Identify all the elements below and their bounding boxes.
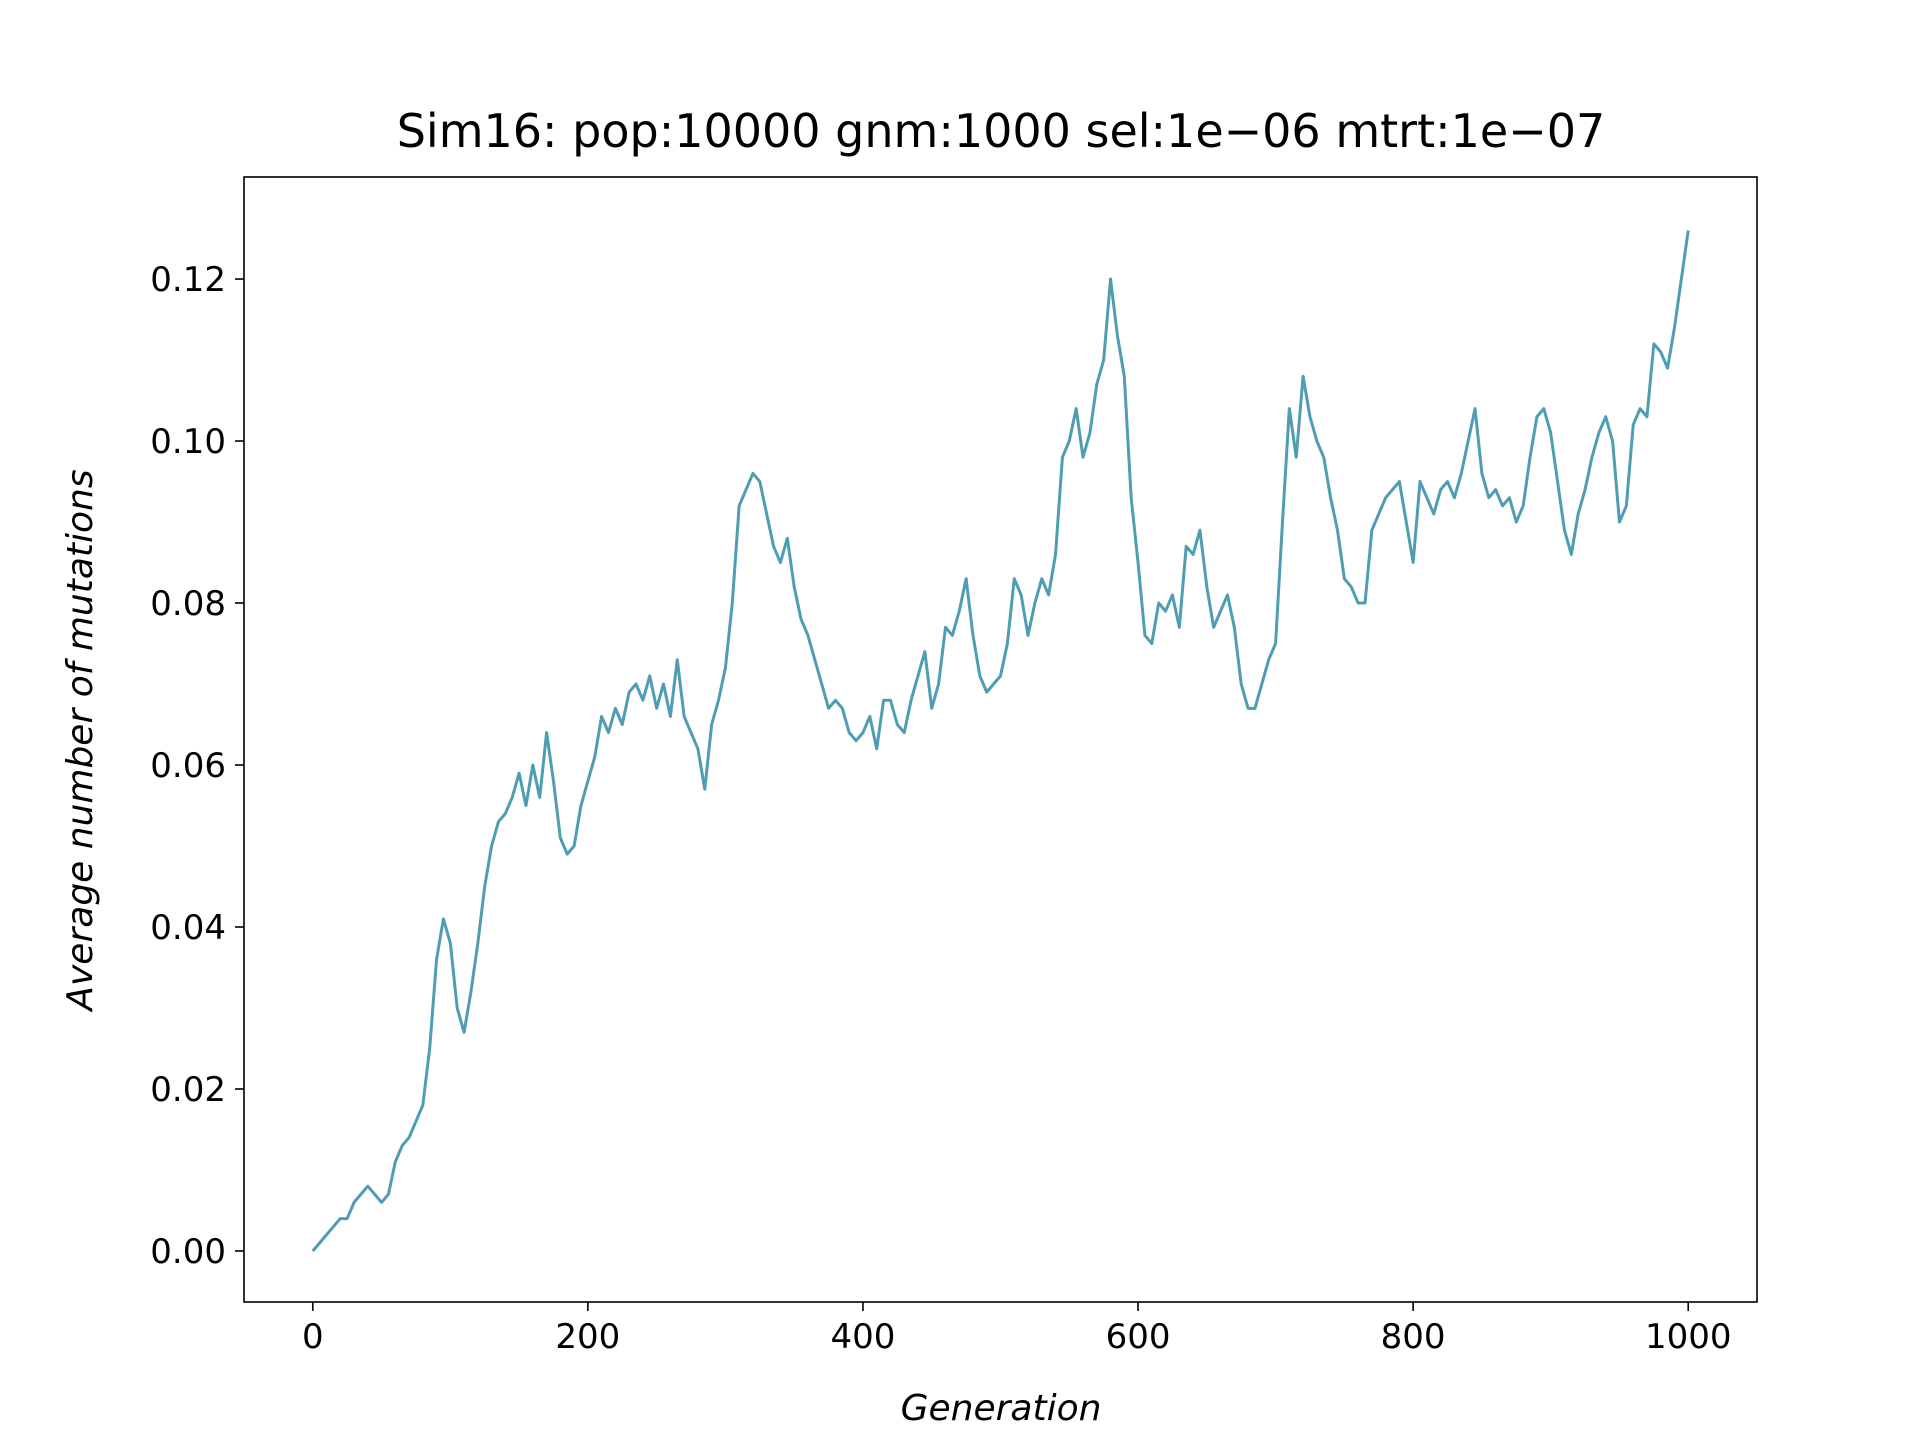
- plot-frame: [243, 176, 1758, 1303]
- y-tick-label: 0.06: [150, 746, 226, 786]
- y-tick-label: 0.00: [150, 1232, 226, 1272]
- x-tick-label: 200: [555, 1317, 620, 1357]
- y-tick-label: 0.02: [150, 1070, 226, 1110]
- y-tick-label: 0.04: [150, 908, 226, 948]
- x-tick-label: 400: [831, 1317, 896, 1357]
- x-tick-label: 600: [1106, 1317, 1171, 1357]
- x-tick-label: 1000: [1645, 1317, 1732, 1357]
- y-tick-label: 0.08: [150, 584, 226, 624]
- x-axis-label: Generation: [901, 1388, 1102, 1429]
- x-tick-label: 0: [302, 1317, 324, 1357]
- data-line: [311, 230, 1690, 1252]
- y-tick-label: 0.12: [150, 260, 226, 300]
- x-tick-label: 800: [1381, 1317, 1446, 1357]
- chart-title: Sim16: pop:10000 gnm:1000 sel:1e−06 mtrt…: [397, 104, 1606, 158]
- y-axis-label: Average number of mutations: [60, 469, 101, 1012]
- y-tick-label: 0.10: [150, 422, 226, 462]
